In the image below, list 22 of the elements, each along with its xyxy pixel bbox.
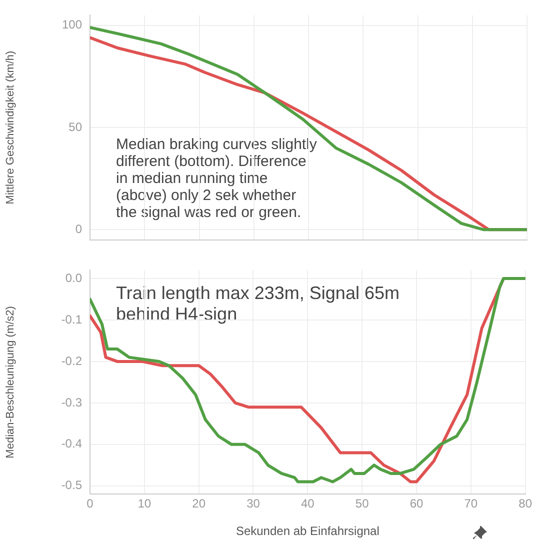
y-tick-label: -0.2 (61, 354, 82, 368)
y-axis-title: Median-Beschleunigung (m/s2) (4, 306, 17, 458)
x-tick-label: 50 (355, 496, 370, 511)
y-tick-label: 50 (68, 120, 82, 134)
y-tick-label: -0.5 (61, 478, 82, 492)
x-tick-label: 30 (246, 496, 260, 511)
y-tick-label: 0 (75, 222, 82, 236)
x-tick-label: 40 (300, 496, 315, 511)
annotation: Median braking curves slightly different (bottom). Difference in median running time (above) only 2 sek whether the signal was red or green. (116, 136, 318, 221)
x-tick-label: 80 (518, 496, 532, 511)
x-tick-label: 0 (86, 496, 94, 511)
y-tick-label: 100 (62, 18, 82, 32)
y-tick-label: -0.3 (61, 395, 82, 410)
y-tick-label: -0.4 (61, 436, 82, 451)
y-tick-label: 0.0 (65, 270, 82, 285)
x-tick-label: 70 (464, 496, 478, 511)
y-axis-title: Mittlere Geschwindigkeit (km/h) (4, 50, 17, 204)
x-tick-label: 60 (410, 496, 424, 511)
x-axis-title: Sekunden ab Einfahrsignal (236, 524, 380, 538)
y-tick-label: -0.1 (61, 312, 82, 326)
x-tick-label: 20 (192, 496, 206, 511)
x-tick-label: 10 (138, 496, 152, 511)
